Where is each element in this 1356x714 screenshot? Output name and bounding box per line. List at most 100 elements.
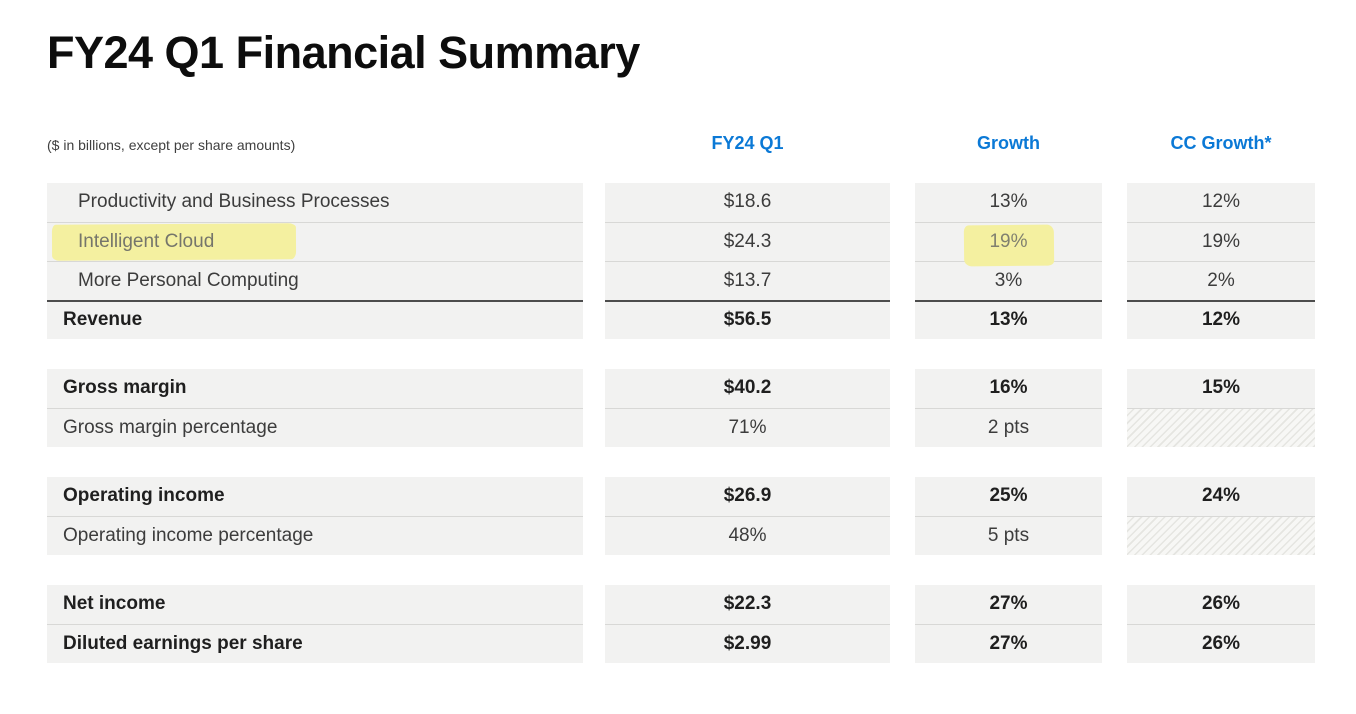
value-cell-fy24-q1: 48% [605,515,890,555]
value-cell-growth: 27% [915,584,1102,624]
row-label-cell: Gross margin percentage [47,407,583,447]
value-cell-fy24-q1: $2.99 [605,623,890,663]
value-cell-growth: 13% [915,182,1102,222]
table-row: More Personal Computing $13.7 3% 2% [47,260,1356,300]
cell-value: 26% [1201,632,1241,654]
row-label: Gross margin [63,377,187,398]
column-header-cc-growth: CC Growth* [1170,132,1272,153]
value-cell-cc-growth: 26% [1127,584,1315,624]
table-section: Gross margin $40.2 16% 15% Gross margin … [47,368,1356,447]
row-label-cell: Operating income [47,476,583,516]
value-cell-cc-growth: 2% [1127,260,1315,300]
table-row: Operating income percentage 48% 5 pts [47,515,1356,555]
column-gap [583,477,605,516]
cell-value: $22.3 [723,593,772,614]
value-cell-fy24-q1: $18.6 [605,182,890,222]
column-header-growth: Growth [977,132,1040,153]
row-label-cell: Productivity and Business Processes [47,182,583,222]
cell-value: $40.2 [723,377,772,398]
cell-value: 15% [1201,377,1241,398]
table-row: Gross margin percentage 71% 2 pts [47,407,1356,447]
table-row: Productivity and Business Processes $18.… [47,182,1356,222]
table-row: Operating income $26.9 25% 24% [47,476,1356,516]
value-cell-growth: 13% [915,299,1102,339]
cell-value: $13.7 [723,269,772,291]
cell-value: 27% [989,632,1028,654]
cell-value: $26.9 [723,485,772,506]
column-gap [583,183,605,222]
cell-value: 13% [989,309,1028,330]
value-cell-growth: 25% [915,476,1102,516]
column-gap [1102,477,1127,516]
value-cell-growth: 5 pts [915,515,1102,555]
column-gap [1102,585,1127,624]
value-cell-fy24-q1: $22.3 [605,584,890,624]
cell-value: $2.99 [723,632,772,654]
value-cell-fy24-q1: 71% [605,407,890,447]
row-label-cell: Revenue [47,299,583,339]
column-gap [583,624,605,663]
column-gap [583,516,605,555]
cell-value: $18.6 [723,191,772,212]
cell-value: 19% [1201,230,1241,252]
value-cell-cc-growth: 19% [1127,221,1315,261]
column-gap [583,300,605,339]
cell-value: 3% [994,269,1023,291]
cell-value: 48% [728,524,767,546]
cell-value: 13% [989,191,1028,212]
value-cell-cc-growth: 24% [1127,476,1315,516]
table-section: Productivity and Business Processes $18.… [47,182,1356,339]
row-label: Intelligent Cloud [78,230,215,252]
column-gap [890,477,915,516]
row-label-cell: More Personal Computing [47,260,583,300]
value-cell-growth: 19% [915,221,1102,266]
table-row: Intelligent Cloud $24.3 19% 19% [47,221,1356,266]
cell-value: 27% [989,593,1028,614]
table-section: Net income $22.3 27% 26% Diluted earning… [47,584,1356,663]
value-cell-growth: 16% [915,368,1102,408]
column-gap [583,222,605,261]
value-cell-growth: 27% [915,623,1102,663]
column-gap [1102,369,1127,408]
row-label: More Personal Computing [78,269,299,291]
column-gap [890,183,915,222]
cell-value: 24% [1201,485,1241,506]
column-gap [890,516,915,555]
cell-value: $56.5 [723,309,772,330]
row-label: Gross margin percentage [63,416,278,438]
column-gap [1102,516,1127,555]
cell-value: 19% [989,230,1028,252]
column-gap [583,369,605,408]
row-label: Revenue [63,309,143,330]
cell-value: 2 pts [987,416,1030,438]
table-row: Net income $22.3 27% 26% [47,584,1356,624]
value-cell-growth: 3% [915,260,1102,300]
row-label-cell: Net income [47,584,583,624]
column-gap [583,261,605,300]
column-header-fy24-q1: FY24 Q1 [711,132,784,153]
value-cell-growth: 2 pts [915,407,1102,447]
table-section: Operating income $26.9 25% 24% Operating… [47,476,1356,555]
column-gap [1102,624,1127,663]
value-cell-cc-growth: 26% [1127,623,1315,663]
column-gap [890,624,915,663]
row-label: Net income [63,593,166,614]
column-gap [1102,300,1127,339]
column-gap [1102,261,1127,300]
row-label-cell: Intelligent Cloud [47,221,583,261]
value-cell-fy24-q1: $24.3 [605,221,890,261]
cell-value: 2% [1207,269,1235,291]
value-cell-fy24-q1: $13.7 [605,260,890,300]
row-label: Productivity and Business Processes [78,191,390,212]
cell-value: 16% [989,377,1028,398]
column-gap [890,408,915,447]
cell-value: 71% [728,416,767,438]
cell-value: 26% [1201,593,1241,614]
column-gap [890,585,915,624]
column-gap [890,261,915,300]
value-cell-fy24-q1: $40.2 [605,368,890,408]
value-cell-cc-growth: 12% [1127,182,1315,222]
value-cell-cc-growth [1127,515,1315,555]
financial-table-body: Productivity and Business Processes $18.… [47,182,1356,663]
